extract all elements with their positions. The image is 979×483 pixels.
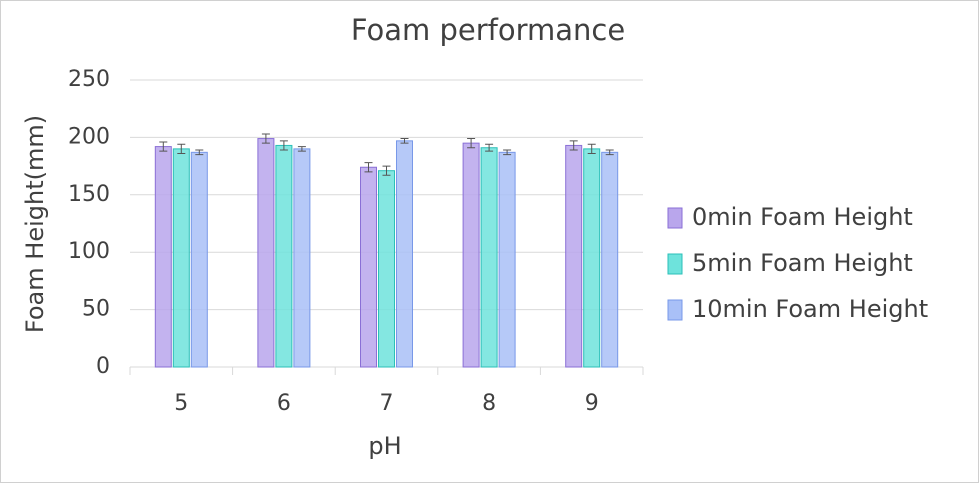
bar (257, 138, 275, 368)
y-tick-label: 150 (68, 182, 110, 207)
error-bar (279, 140, 288, 151)
bar (360, 166, 377, 368)
bar (154, 146, 172, 368)
error-bar (297, 146, 306, 152)
y-tick-label: 0 (96, 354, 110, 379)
chart-title: Foam performance (351, 13, 625, 47)
y-tick-label: 100 (68, 239, 110, 264)
x-tick-label: 5 (174, 391, 188, 416)
error-bar (261, 133, 270, 144)
bar (601, 151, 619, 368)
legend-label: 10min Foam Height (692, 295, 928, 323)
x-tick-label: 6 (277, 391, 291, 416)
bar (583, 148, 601, 368)
error-bar (364, 162, 373, 173)
error-bar (159, 141, 168, 152)
legend-swatch (667, 253, 683, 275)
bar (396, 140, 413, 368)
error-bar (569, 140, 578, 151)
legend-label: 0min Foam Height (692, 203, 913, 231)
x-tick-label: 8 (482, 391, 496, 416)
bar (462, 142, 480, 368)
bar (275, 144, 293, 368)
legend-label: 5min Foam Height (692, 249, 913, 277)
bar (480, 147, 498, 368)
error-bar (605, 149, 614, 156)
x-axis-label: pH (368, 432, 401, 460)
bar (378, 170, 395, 368)
error-bar (485, 143, 494, 152)
error-bar (587, 143, 596, 154)
error-bar (382, 165, 391, 176)
error-bar (503, 149, 512, 156)
error-bar (400, 138, 409, 144)
bar (293, 148, 311, 368)
error-bar (467, 138, 476, 149)
legend-swatch (667, 299, 683, 321)
bar (498, 151, 516, 368)
y-axis-label: Foam Height(mm) (21, 115, 49, 333)
y-tick-label: 50 (82, 297, 110, 322)
bar (172, 148, 190, 368)
error-bar (177, 143, 186, 154)
bar (565, 144, 583, 368)
error-bar (195, 149, 204, 156)
y-tick-label: 250 (68, 67, 110, 92)
x-tick-label: 7 (380, 391, 394, 416)
y-tick-label: 200 (68, 124, 110, 149)
legend-swatch (667, 207, 683, 229)
x-tick-label: 9 (585, 391, 599, 416)
bar (190, 151, 208, 368)
